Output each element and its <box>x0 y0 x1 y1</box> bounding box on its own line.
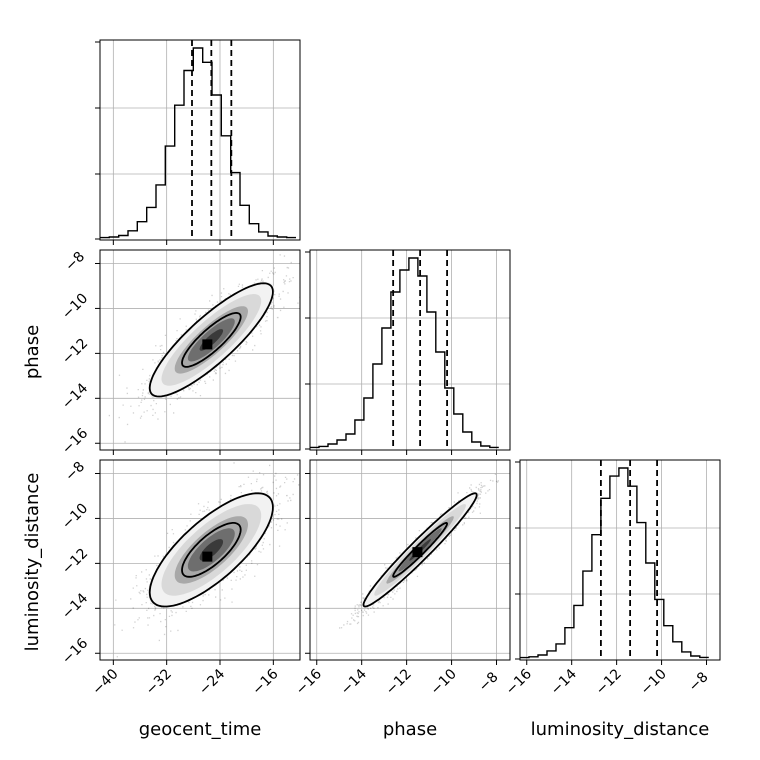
density-0 <box>108 254 300 443</box>
contour-line-2-1 <box>362 492 478 608</box>
ylabel-luminosity-distance: luminosity_distance <box>22 473 43 652</box>
histogram-luminosity-distance <box>520 467 709 659</box>
panel-2d-geocent-time-phase <box>95 249 301 455</box>
panel-2d-phase-luminosity-distance <box>305 459 511 665</box>
histogram-phase <box>310 257 499 449</box>
density-peak-1 <box>202 551 213 562</box>
panel-hist-phase <box>305 249 511 455</box>
density-peak-0 <box>202 339 213 350</box>
xlabel-geocent-time: geocent_time <box>139 719 262 740</box>
panel-hist-geocent-time <box>95 39 301 245</box>
panel-hist-luminosity-distance <box>515 459 721 665</box>
frame-hist-geocent-time <box>99 39 301 241</box>
contour-line-1-0 <box>181 522 242 578</box>
frame-hist-phase <box>309 249 511 451</box>
frame-2d-2 <box>309 459 511 661</box>
density-1 <box>114 462 300 658</box>
xlabel-phase: phase <box>383 719 437 740</box>
ylabel-phase: phase <box>22 325 43 379</box>
frame-2d-1 <box>99 459 301 661</box>
contour-line-2-0 <box>392 522 449 578</box>
panel-2d-geocent-time-luminosity-distance <box>95 459 301 665</box>
density-peak-2 <box>412 547 423 558</box>
contour-line-0-0 <box>181 311 242 368</box>
contour-line-1-1 <box>148 492 274 608</box>
density-2 <box>339 473 499 629</box>
frame-hist-luminosity-distance <box>519 459 721 661</box>
histogram-geocent-time <box>100 47 296 239</box>
contour-line-0-1 <box>148 282 274 398</box>
frame-2d-0 <box>99 249 301 451</box>
xlabel-luminosity-distance: luminosity_distance <box>531 719 710 740</box>
